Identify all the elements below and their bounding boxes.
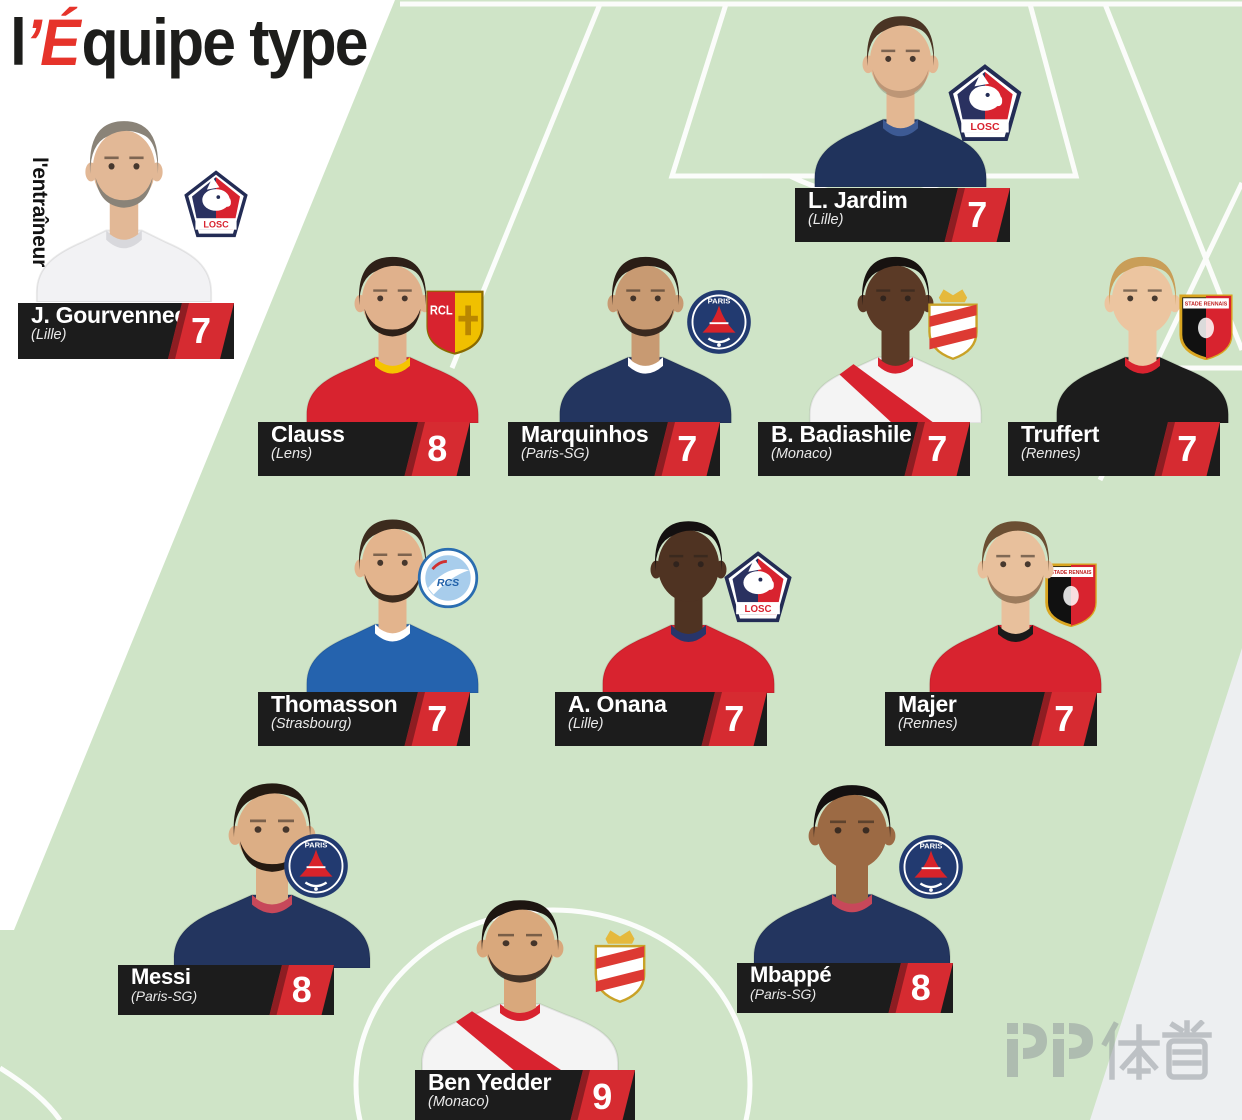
lens-crest: [426, 290, 484, 355]
player-card-thomasson: Thomasson (Strasbourg) 7: [258, 518, 480, 746]
player-name: L. Jardim: [808, 187, 908, 213]
player-name: Marquinhos: [521, 421, 649, 447]
player-name: Messi: [131, 964, 191, 989]
player-rating: 7: [927, 428, 948, 469]
monaco-crest: [594, 929, 646, 1003]
player-card-clauss: Clauss (Lens) 8: [258, 255, 484, 476]
title-l: l: [10, 5, 27, 79]
player-card-mbappe: Mbappé (Paris-SG) 8: [737, 783, 964, 1013]
watermark: [1005, 1019, 1215, 1085]
player-name: Thomasson: [271, 691, 398, 717]
title-red-e: ’É: [25, 5, 81, 79]
player-banner: Majer (Rennes) 7: [885, 692, 1097, 746]
player-banner: A. Onana (Lille) 7: [555, 692, 767, 746]
player-banner: Marquinhos (Paris-SG) 7: [508, 422, 720, 476]
coach-rating: 7: [191, 310, 212, 351]
monaco-crest: [928, 288, 978, 360]
corner-wedge-white: [0, 0, 395, 930]
player-name: Mbappé: [750, 962, 832, 987]
player-name: A. Onana: [568, 691, 667, 717]
psg-crest: [898, 834, 964, 900]
player-card-benyedder: Ben Yedder (Monaco) 9: [415, 898, 646, 1120]
player-banner: Messi (Paris-SG) 8: [118, 965, 334, 1015]
coach-club: (Lille): [31, 327, 67, 344]
player-rating: 8: [291, 969, 312, 1010]
player-rating: 7: [1054, 698, 1075, 739]
player-name: B. Badiashile: [771, 421, 912, 447]
corner-wedge-gray: [1090, 648, 1242, 1120]
player-banner: Clauss (Lens) 8: [258, 422, 470, 476]
losc-crest: [948, 64, 1022, 142]
player-rating-badge: 8: [888, 963, 953, 1013]
player-club: (Monaco): [771, 446, 833, 463]
player-name: Truffert: [1021, 421, 1100, 447]
losc-crest: [184, 170, 248, 238]
player-club: (Rennes): [898, 716, 958, 733]
player-banner: Ben Yedder (Monaco) 9: [415, 1070, 635, 1120]
player-card-messi: Messi (Paris-SG) 8: [118, 781, 372, 1015]
player-club: (Rennes): [1021, 446, 1081, 463]
player-rating-badge: 8: [269, 965, 334, 1015]
player-club: (Lille): [808, 212, 844, 229]
player-club: (Lille): [568, 716, 604, 733]
player-name: Clauss: [271, 421, 345, 447]
player-rating: 9: [592, 1076, 613, 1117]
losc-crest: [724, 551, 792, 623]
psg-crest: [686, 289, 752, 355]
strasbourg-crest: [417, 547, 479, 609]
player-banner: Thomasson (Strasbourg) 7: [258, 692, 470, 746]
player-name: Majer: [898, 691, 957, 717]
player-photo: [928, 520, 1103, 693]
player-card-badiashile: B. Badiashile (Monaco) 7: [758, 255, 983, 476]
player-card-majer: Majer (Rennes) 7: [885, 520, 1103, 746]
player-name: Ben Yedder: [428, 1069, 552, 1095]
page-title: l’Équipe type: [10, 5, 369, 79]
player-club: (Monaco): [428, 1094, 490, 1111]
player-club: (Lens): [271, 446, 313, 463]
player-rating: 7: [427, 698, 448, 739]
coach-banner: J. Gourvennec (Lille) 7: [18, 303, 234, 359]
player-rating: 7: [967, 194, 988, 235]
player-banner: Truffert (Rennes) 7: [1008, 422, 1220, 476]
rennes-crest: [1179, 294, 1233, 360]
player-rating: 7: [1177, 428, 1198, 469]
player-banner: B. Badiashile (Monaco) 7: [758, 422, 970, 476]
player-banner: Mbappé (Paris-SG) 8: [737, 963, 953, 1013]
pp-sports-logo: [1007, 1019, 1212, 1080]
player-card-marquinhos: Marquinhos (Paris-SG) 7: [508, 255, 752, 476]
player-card-jardim: L. Jardim (Lille) 7: [795, 14, 1022, 242]
player-rating: 8: [910, 967, 931, 1008]
player-rating: 7: [677, 428, 698, 469]
player-club: (Paris-SG): [131, 988, 198, 1005]
player-rating: 8: [427, 428, 448, 469]
player-club: (Paris-SG): [521, 446, 590, 463]
player-card-truffert: Truffert (Rennes) 7: [1008, 255, 1233, 476]
player-club: (Strasbourg): [271, 716, 352, 733]
coach-card: J. Gourvennec (Lille) 7: [18, 119, 248, 359]
player-rating: 7: [724, 698, 745, 739]
player-club: (Paris-SG): [750, 986, 817, 1003]
psg-crest: [283, 833, 349, 899]
player-card-onana: A. Onana (Lille) 7: [555, 520, 792, 746]
title-rest: quipe type: [81, 5, 368, 79]
player-banner: L. Jardim (Lille) 7: [795, 188, 1010, 242]
coach-name: J. Gourvennec: [31, 302, 187, 328]
